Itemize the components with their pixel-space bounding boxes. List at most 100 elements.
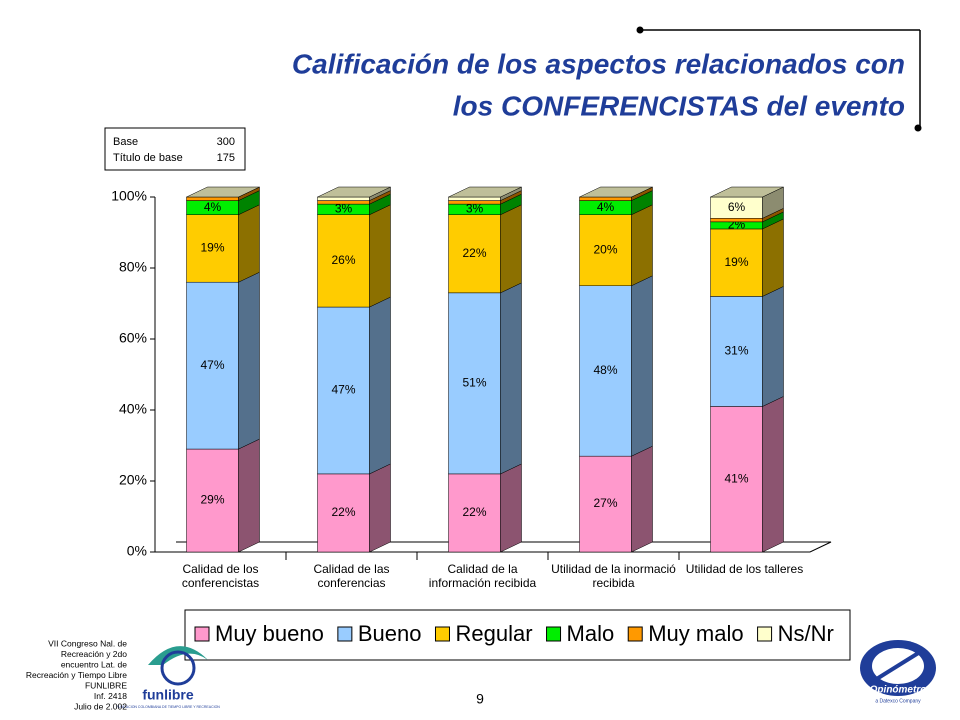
x-tick-label: Calidad de las conferencias bbox=[313, 562, 390, 590]
bar-segment bbox=[448, 473, 501, 553]
data-label: 19% bbox=[724, 255, 748, 269]
bar-side bbox=[500, 463, 522, 553]
data-label: 47% bbox=[200, 358, 224, 372]
deco-dot bbox=[914, 124, 922, 132]
bar-side bbox=[238, 271, 260, 450]
bar-segment bbox=[448, 196, 501, 201]
data-label: 22% bbox=[462, 505, 486, 519]
legend-swatch bbox=[434, 626, 450, 642]
x-tick-label: Calidad de los conferencistas bbox=[181, 562, 260, 590]
data-label: 31% bbox=[724, 344, 748, 358]
logo-shape bbox=[160, 650, 196, 686]
logo-text: funlibre bbox=[142, 687, 194, 703]
bar-side bbox=[762, 396, 784, 553]
bar-segment bbox=[317, 200, 370, 205]
y-tick-label: 0% bbox=[127, 543, 147, 559]
legend-label: Ns/Nr bbox=[778, 621, 834, 646]
bar-segment bbox=[186, 214, 239, 283]
bar-segment bbox=[448, 292, 501, 475]
data-label: 27% bbox=[593, 496, 617, 510]
bar-segment bbox=[710, 228, 763, 297]
x-tick-label: Calidad de la información recibida bbox=[428, 562, 537, 590]
bar-segment bbox=[186, 196, 239, 201]
footer-text: encuentro Lat. de bbox=[61, 659, 127, 669]
deco-dot bbox=[636, 26, 644, 34]
data-label: 4% bbox=[597, 200, 615, 214]
bar-side bbox=[762, 218, 784, 297]
data-label: 3% bbox=[335, 202, 353, 216]
legend-swatch bbox=[337, 626, 353, 642]
bar-top bbox=[317, 186, 391, 198]
chart-title: Calificación de los aspectos relacionado… bbox=[292, 48, 905, 79]
bar-side bbox=[631, 204, 653, 287]
legend-label: Regular bbox=[455, 621, 532, 646]
bar-side bbox=[762, 286, 784, 407]
bar-segment bbox=[186, 448, 239, 553]
bar-top bbox=[186, 186, 260, 198]
logo-subtext: a Datexco Company bbox=[875, 698, 921, 704]
logo-shape bbox=[873, 650, 922, 682]
base-value: 175 bbox=[217, 152, 235, 164]
bar-segment bbox=[317, 473, 370, 553]
bar-segment bbox=[317, 214, 370, 308]
bar-segment bbox=[579, 196, 632, 201]
data-label: 48% bbox=[593, 363, 617, 377]
bar-top bbox=[448, 186, 522, 198]
bar-top bbox=[579, 186, 653, 198]
bar-side bbox=[631, 275, 653, 457]
legend-label: Bueno bbox=[358, 621, 422, 646]
x-tick-label: Utilidad de la inormació recibida bbox=[551, 562, 676, 590]
data-label: 22% bbox=[462, 246, 486, 260]
data-label: 4% bbox=[204, 200, 222, 214]
data-label: 51% bbox=[462, 376, 486, 390]
data-label: 20% bbox=[593, 242, 617, 256]
chart-title: los CONFERENCISTAS del evento bbox=[453, 90, 905, 121]
logo-subtext: FUNDACION COLOMBIANA DE TIEMPO LIBRE Y R… bbox=[116, 705, 220, 709]
legend-swatch bbox=[627, 626, 643, 642]
legend-swatch bbox=[546, 626, 562, 642]
bar-segment bbox=[317, 306, 370, 475]
bar-side bbox=[369, 204, 391, 308]
page-number: 9 bbox=[476, 691, 484, 707]
y-tick-label: 100% bbox=[111, 188, 147, 204]
legend-swatch bbox=[757, 626, 773, 642]
bar-segment bbox=[317, 196, 370, 201]
bar-segment bbox=[186, 281, 239, 450]
bar-side bbox=[238, 204, 260, 283]
footer-text: FUNLIBRE bbox=[85, 680, 127, 690]
logo-right: Opinómetro a Datexco Company bbox=[860, 640, 936, 704]
y-tick-label: 20% bbox=[119, 472, 147, 488]
data-label: 6% bbox=[728, 200, 746, 214]
data-label: 26% bbox=[331, 253, 355, 267]
base-label: Título de base bbox=[113, 152, 183, 164]
bar-segment bbox=[448, 214, 501, 294]
bar-side bbox=[500, 204, 522, 294]
bar-side bbox=[369, 296, 391, 475]
bar-side bbox=[238, 438, 260, 553]
bar-side bbox=[631, 445, 653, 553]
base-value: 300 bbox=[217, 136, 235, 148]
bar-segment bbox=[579, 214, 632, 286]
footer-text: Recreación y Tiempo Libre bbox=[26, 670, 127, 680]
bar-top bbox=[710, 186, 784, 198]
footer-text: Julio de 2.002 bbox=[74, 701, 127, 711]
data-label: 47% bbox=[331, 383, 355, 397]
legend-label: Malo bbox=[567, 621, 615, 646]
bar-segment bbox=[579, 285, 632, 457]
bar-segment bbox=[579, 455, 632, 553]
bar-side bbox=[500, 282, 522, 475]
bar-segment bbox=[710, 406, 763, 553]
bar-segment bbox=[448, 200, 501, 205]
legend-swatch bbox=[194, 626, 210, 642]
data-label: 3% bbox=[466, 202, 484, 216]
y-tick-label: 80% bbox=[119, 259, 147, 275]
data-label: 29% bbox=[200, 493, 224, 507]
bar-segment bbox=[710, 296, 763, 407]
footer-text: Recreación y 2do bbox=[61, 649, 127, 659]
y-tick-label: 60% bbox=[119, 330, 147, 346]
footer-text: VII Congreso Nal. de bbox=[48, 638, 127, 648]
legend-box bbox=[184, 609, 851, 661]
data-label: 22% bbox=[331, 505, 355, 519]
